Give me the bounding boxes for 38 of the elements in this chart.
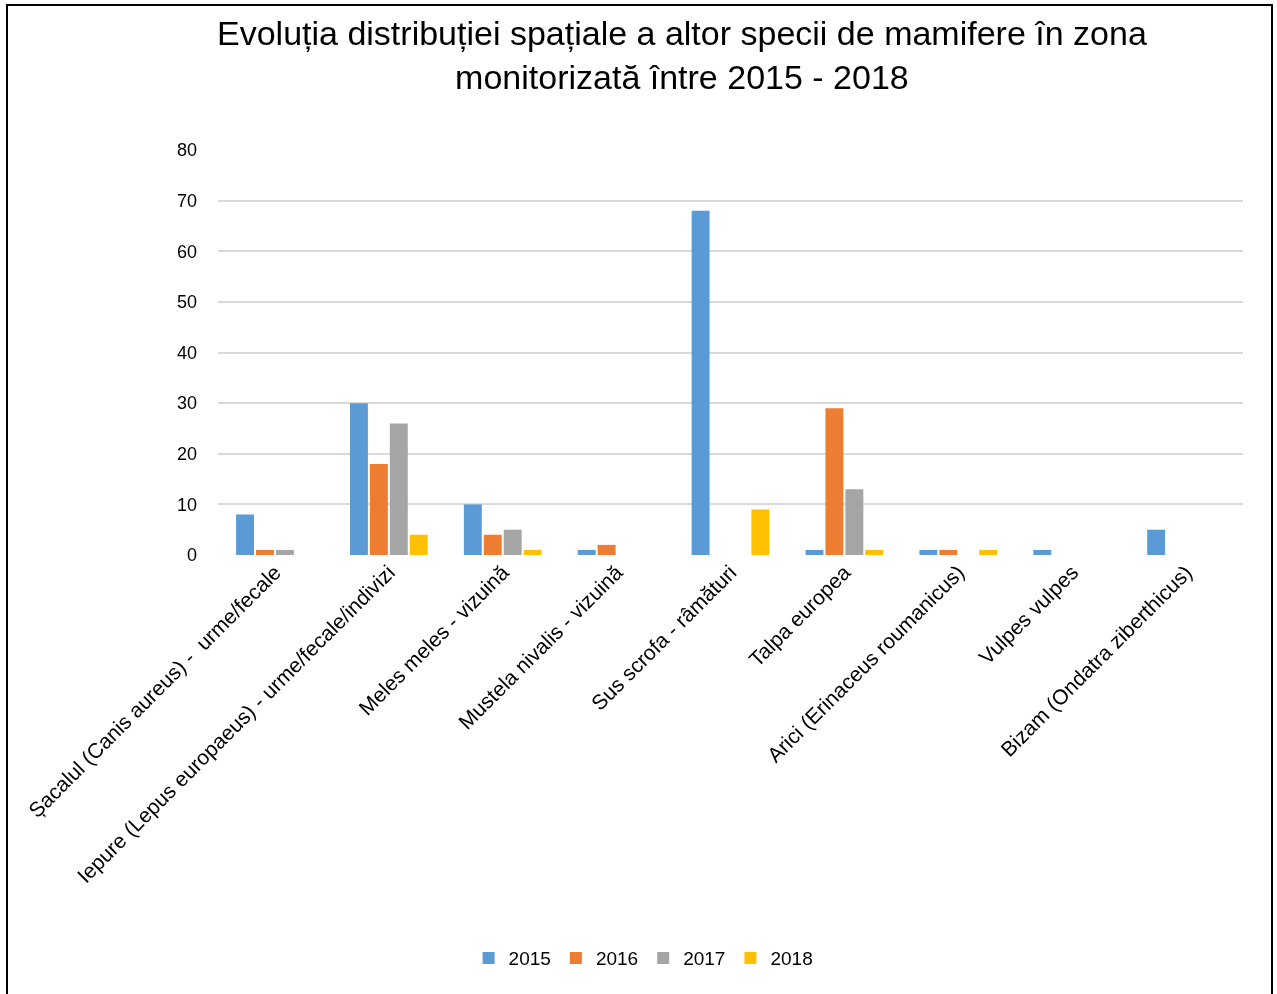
bar	[805, 549, 824, 555]
bar	[409, 534, 428, 555]
bar	[503, 529, 522, 555]
legend-label: 2017	[683, 948, 726, 970]
bar	[523, 549, 542, 555]
legend-label: 2015	[508, 948, 551, 970]
y-tick-label: 30	[176, 393, 197, 414]
bar	[691, 210, 710, 555]
bar	[483, 534, 502, 555]
y-tick-label: 70	[176, 190, 197, 211]
y-tick-label: 10	[176, 494, 197, 515]
bar	[919, 549, 938, 555]
bar	[751, 509, 770, 555]
y-tick-label: 40	[176, 342, 197, 363]
bar	[369, 463, 388, 555]
bar	[349, 403, 368, 555]
bar	[825, 408, 844, 555]
bar	[597, 544, 616, 555]
y-tick-label: 60	[176, 241, 197, 262]
bar	[236, 514, 255, 555]
y-tick-label: 0	[186, 545, 197, 566]
bar	[275, 549, 294, 555]
bar	[845, 489, 864, 555]
y-tick-label: 50	[176, 292, 197, 313]
bar	[979, 549, 998, 555]
chart-title: Evoluția distribuției spațiale a altor specii de mamifere în zona monitorizată între 2015 - 2018	[217, 13, 1147, 96]
legend-label: 2016	[595, 948, 639, 970]
legend-label: 2018	[770, 948, 813, 970]
y-tick-label: 20	[176, 444, 197, 465]
bar	[1033, 549, 1052, 555]
y-tick-label: 80	[176, 140, 197, 161]
bar	[256, 549, 274, 555]
bar	[389, 423, 408, 555]
bar	[463, 504, 482, 555]
bar	[1147, 529, 1166, 555]
bar	[577, 549, 596, 555]
bar	[939, 549, 958, 555]
bar	[865, 549, 884, 555]
